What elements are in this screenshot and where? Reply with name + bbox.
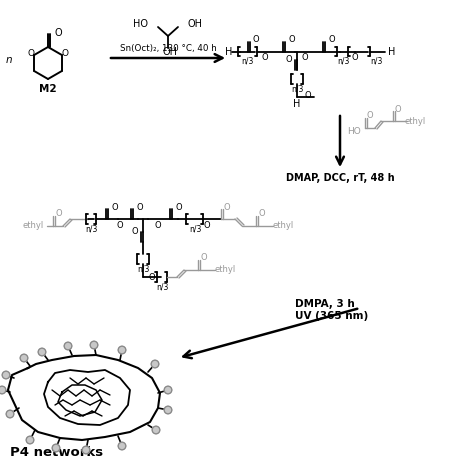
Text: O: O — [204, 220, 210, 230]
Circle shape — [64, 342, 72, 350]
Circle shape — [2, 371, 10, 379]
Text: P4 networks: P4 networks — [10, 447, 103, 459]
Text: M2: M2 — [39, 84, 57, 94]
Text: O: O — [27, 49, 35, 57]
Text: HO: HO — [133, 19, 148, 29]
Text: O: O — [55, 209, 62, 218]
Text: O: O — [201, 253, 207, 263]
Circle shape — [152, 426, 160, 434]
Text: O: O — [395, 105, 401, 113]
Text: n/3: n/3 — [291, 84, 303, 94]
Text: O: O — [253, 35, 260, 45]
Text: H: H — [225, 47, 232, 57]
Text: n/3: n/3 — [370, 56, 382, 66]
Text: UV (365 nm): UV (365 nm) — [295, 311, 368, 321]
Text: n/3: n/3 — [85, 224, 97, 234]
Text: O: O — [55, 28, 63, 38]
Text: Sn(Oct)₂, 130 °C, 40 h: Sn(Oct)₂, 130 °C, 40 h — [119, 45, 216, 54]
Circle shape — [82, 446, 90, 454]
Text: O: O — [117, 220, 123, 230]
Circle shape — [6, 410, 14, 418]
Text: O: O — [305, 90, 311, 100]
Circle shape — [26, 436, 34, 444]
Text: n/3: n/3 — [337, 56, 349, 66]
Circle shape — [118, 442, 126, 450]
Text: HO: HO — [347, 128, 361, 136]
Text: DMPA, 3 h: DMPA, 3 h — [295, 299, 355, 309]
Text: ethyl: ethyl — [23, 222, 44, 230]
Text: O: O — [149, 273, 155, 281]
Text: DMAP, DCC, rT, 48 h: DMAP, DCC, rT, 48 h — [286, 173, 394, 183]
Text: O: O — [289, 35, 296, 45]
Text: O: O — [262, 54, 268, 62]
Circle shape — [52, 444, 60, 452]
Circle shape — [164, 386, 172, 394]
Text: O: O — [259, 209, 265, 218]
Text: ethyl: ethyl — [273, 222, 293, 230]
Circle shape — [164, 406, 172, 414]
Text: H: H — [293, 99, 301, 109]
Circle shape — [151, 360, 159, 368]
Text: O: O — [176, 202, 182, 212]
Circle shape — [118, 346, 126, 354]
Text: H: H — [388, 47, 395, 57]
Text: ethyl: ethyl — [214, 265, 236, 274]
Circle shape — [90, 341, 98, 349]
Text: O: O — [224, 202, 230, 212]
Text: O: O — [137, 202, 144, 212]
Text: O: O — [131, 226, 138, 235]
Text: O: O — [352, 54, 358, 62]
Text: O: O — [112, 202, 118, 212]
Text: n: n — [6, 55, 13, 65]
Text: ethyl: ethyl — [404, 117, 426, 125]
Circle shape — [20, 354, 28, 362]
Text: O: O — [329, 35, 336, 45]
Text: O: O — [301, 54, 308, 62]
Text: n/3: n/3 — [156, 282, 168, 291]
Text: O: O — [155, 220, 161, 230]
Text: O: O — [61, 49, 68, 57]
Text: n/3: n/3 — [137, 264, 149, 274]
Text: n/3: n/3 — [189, 224, 201, 234]
Text: O: O — [285, 55, 292, 63]
Circle shape — [0, 386, 6, 394]
Text: OH: OH — [188, 19, 203, 29]
Text: n/3: n/3 — [241, 56, 253, 66]
Text: O: O — [367, 112, 374, 121]
Circle shape — [38, 348, 46, 356]
Text: OH: OH — [163, 47, 177, 57]
